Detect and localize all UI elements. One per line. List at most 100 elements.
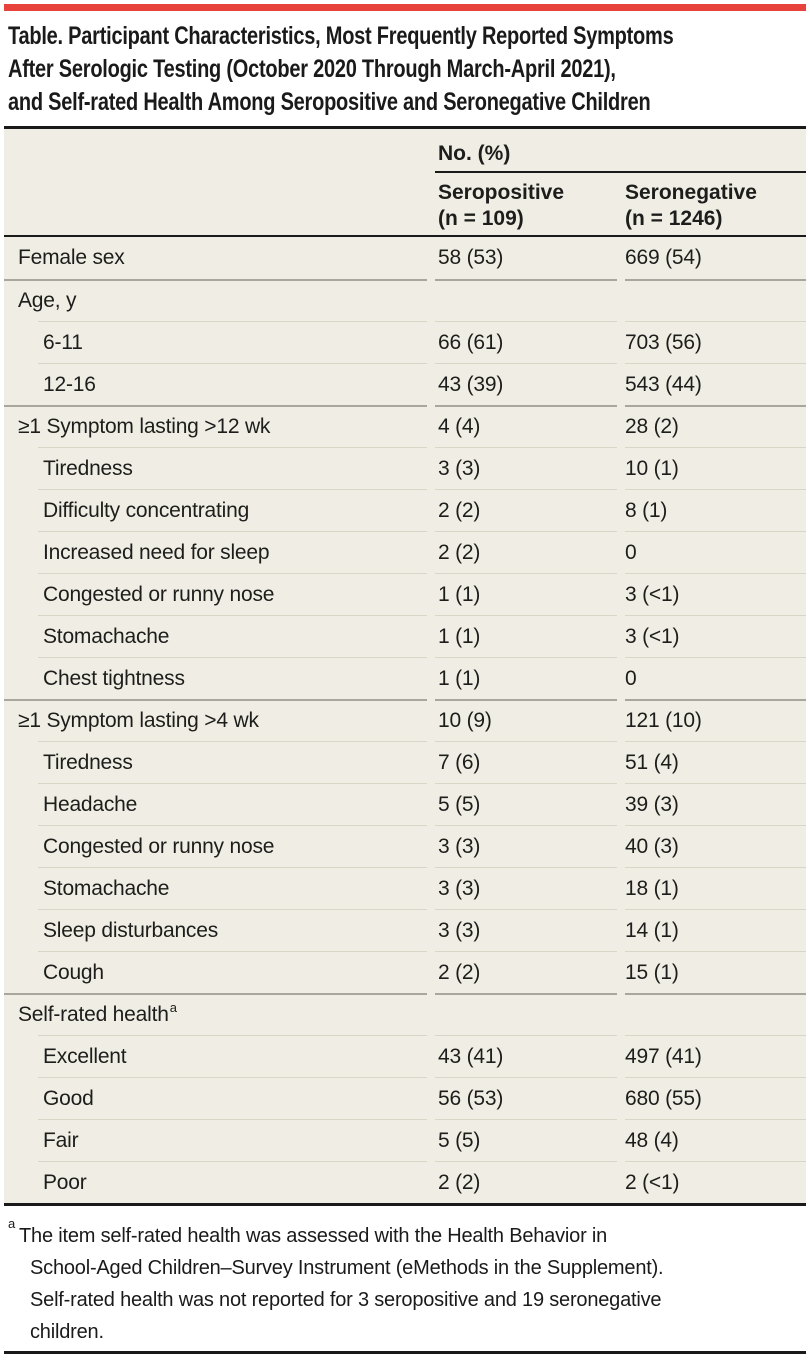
table-row: Cough 2 (2) 15 (1) xyxy=(4,951,806,993)
row-label: Chest tightness xyxy=(38,657,427,699)
table-row: Congested or runny nose 1 (1) 3 (<1) xyxy=(4,573,806,615)
table-row: Tiredness 3 (3) 10 (1) xyxy=(4,447,806,489)
table-row: ≥1 Symptom lasting >12 wk 4 (4) 28 (2) xyxy=(4,405,806,447)
table-body: Female sex 58 (53) 669 (54) Age, y 6-11 66 (6… xyxy=(4,237,806,1203)
row-label: ≥1 Symptom lasting >12 wk xyxy=(4,405,427,447)
seropositive-value: 2 (2) xyxy=(435,951,617,993)
accent-top-rule xyxy=(4,4,806,11)
row-label: Sleep disturbances xyxy=(38,909,427,951)
group-header-no-pct: No. (%) xyxy=(435,142,806,173)
table-row: Good 56 (53) 680 (55) xyxy=(4,1077,806,1119)
bottom-rule xyxy=(4,1351,806,1354)
seronegative-value: 2 (<1) xyxy=(625,1161,806,1203)
row-label: Tiredness xyxy=(38,447,427,489)
table-row: Difficulty concentrating 2 (2) 8 (1) xyxy=(4,489,806,531)
row-label: Stomachache xyxy=(38,615,427,657)
seronegative-value: 18 (1) xyxy=(625,867,806,909)
column-header-seronegative: Seronegative (n = 1246) xyxy=(625,181,757,230)
column-header-row: Seropositive (n = 109) Seronegative (n =… xyxy=(4,173,806,235)
seropositive-value xyxy=(435,993,617,1035)
table-row: Female sex 58 (53) 669 (54) xyxy=(4,237,806,279)
seropositive-value: 56 (53) xyxy=(435,1077,617,1119)
table-footnote: aThe item self-rated health was assessed… xyxy=(8,1217,800,1348)
seropositive-value: 5 (5) xyxy=(435,783,617,825)
seronegative-value: 14 (1) xyxy=(625,909,806,951)
table-row: ≥1 Symptom lasting >4 wk 10 (9) 121 (10) xyxy=(4,699,806,741)
row-label: ≥1 Symptom lasting >4 wk xyxy=(4,699,427,741)
table-row: Poor 2 (2) 2 (<1) xyxy=(4,1161,806,1203)
table-row: Stomachache 3 (3) 18 (1) xyxy=(4,867,806,909)
table-row: Congested or runny nose 3 (3) 40 (3) xyxy=(4,825,806,867)
seropositive-value: 1 (1) xyxy=(435,573,617,615)
row-label: Cough xyxy=(38,951,427,993)
seronegative-value: 543 (44) xyxy=(625,363,806,405)
seropositive-value: 3 (3) xyxy=(435,909,617,951)
row-label: Stomachache xyxy=(38,867,427,909)
seronegative-value xyxy=(625,993,806,1035)
group-header-row: No. (%) xyxy=(4,129,806,173)
seropositive-value: 58 (53) xyxy=(438,246,504,269)
table-title: Table. Participant Characteristics, Most… xyxy=(8,22,674,116)
table-row: Excellent 43 (41) 497 (41) xyxy=(4,1035,806,1077)
row-label: Fair xyxy=(38,1119,427,1161)
seronegative-value: 703 (56) xyxy=(625,321,806,363)
seronegative-value: 39 (3) xyxy=(625,783,806,825)
table-header: No. (%) Seropositive (n = 109) Seronegat… xyxy=(4,129,806,237)
row-label: Congested or runny nose xyxy=(38,825,427,867)
seronegative-value: 28 (2) xyxy=(625,405,806,447)
table-row: Tiredness 7 (6) 51 (4) xyxy=(4,741,806,783)
row-label: Poor xyxy=(38,1161,427,1203)
row-label: Congested or runny nose xyxy=(38,573,427,615)
seronegative-value: 680 (55) xyxy=(625,1077,806,1119)
seropositive-value: 4 (4) xyxy=(435,405,617,447)
seronegative-value: 497 (41) xyxy=(625,1035,806,1077)
table-row: Chest tightness 1 (1) 0 xyxy=(4,657,806,699)
seropositive-value: 2 (2) xyxy=(435,489,617,531)
row-label: 6-11 xyxy=(38,321,427,363)
seronegative-value: 3 (<1) xyxy=(625,615,806,657)
table-row: Increased need for sleep 2 (2) 0 xyxy=(4,531,806,573)
seronegative-value xyxy=(625,279,806,321)
table-row: Self-rated health a xyxy=(4,993,806,1035)
footnote-marker: a xyxy=(8,1216,16,1232)
seronegative-value: 40 (3) xyxy=(625,825,806,867)
table-row: Sleep disturbances 3 (3) 14 (1) xyxy=(4,909,806,951)
seropositive-value: 7 (6) xyxy=(435,741,617,783)
footnote-text: The item self-rated health was assessed … xyxy=(19,1225,664,1343)
seronegative-value: 48 (4) xyxy=(625,1119,806,1161)
header-spacer xyxy=(4,173,427,235)
table-row: Headache 5 (5) 39 (3) xyxy=(4,783,806,825)
seropositive-value: 3 (3) xyxy=(435,867,617,909)
seropositive-value: 3 (3) xyxy=(435,447,617,489)
seropositive-value: 43 (41) xyxy=(435,1035,617,1077)
seronegative-value: 15 (1) xyxy=(625,951,806,993)
seronegative-value: 8 (1) xyxy=(625,489,806,531)
table-row: 6-11 66 (61) 703 (56) xyxy=(4,321,806,363)
table-row: 12-16 43 (39) 543 (44) xyxy=(4,363,806,405)
seronegative-value: 0 xyxy=(625,657,806,699)
column-header-seropositive: Seropositive (n = 109) xyxy=(438,181,565,230)
page: Table. Participant Characteristics, Most… xyxy=(0,4,810,1354)
seropositive-value xyxy=(435,279,617,321)
row-label: Good xyxy=(38,1077,427,1119)
seronegative-value: 3 (<1) xyxy=(625,573,806,615)
row-label: Headache xyxy=(38,783,427,825)
seronegative-value: 10 (1) xyxy=(625,447,806,489)
row-label: Difficulty concentrating xyxy=(38,489,427,531)
seropositive-value: 3 (3) xyxy=(435,825,617,867)
row-label: Increased need for sleep xyxy=(38,531,427,573)
seropositive-value: 5 (5) xyxy=(435,1119,617,1161)
seropositive-value: 1 (1) xyxy=(435,657,617,699)
row-label: Excellent xyxy=(38,1035,427,1077)
seronegative-value: 669 (54) xyxy=(625,246,702,269)
row-label: Tiredness xyxy=(38,741,427,783)
row-label: 12-16 xyxy=(38,363,427,405)
seropositive-value: 2 (2) xyxy=(435,531,617,573)
seropositive-value: 43 (39) xyxy=(435,363,617,405)
table-row: Age, y xyxy=(4,279,806,321)
table-row: Fair 5 (5) 48 (4) xyxy=(4,1119,806,1161)
table-row: Stomachache 1 (1) 3 (<1) xyxy=(4,615,806,657)
seropositive-value: 2 (2) xyxy=(435,1161,617,1203)
row-label: Self-rated health a xyxy=(4,993,427,1035)
seropositive-value: 10 (9) xyxy=(435,699,617,741)
